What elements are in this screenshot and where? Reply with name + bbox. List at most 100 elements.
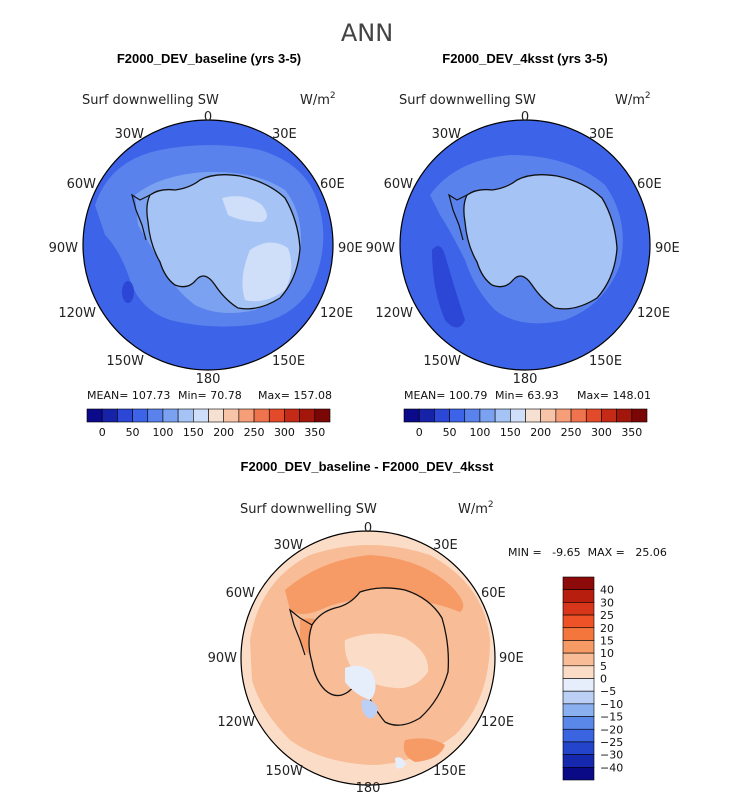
colorbar-swatch	[562, 678, 595, 692]
colorbar-swatch	[223, 408, 240, 423]
colorbar-tick-label: 300	[591, 426, 612, 439]
panel-title: F2000_DEV_baseline - F2000_DEV_4ksst	[241, 459, 495, 474]
stat-mean: MEAN= 100.79	[404, 389, 487, 402]
panel-difference: F2000_DEV_baseline - F2000_DEV_4ksst Sur…	[208, 459, 667, 796]
peninsula	[288, 608, 313, 656]
panel-4ksst: F2000_DEV_4ksst (yrs 3-5) Surf downwelli…	[366, 51, 680, 439]
ocean-patch	[122, 281, 134, 303]
map-field	[400, 120, 650, 370]
units-exponent: 2	[645, 91, 651, 101]
colorbar-swatch	[616, 408, 633, 423]
lon-label: 30W	[115, 127, 145, 142]
units-label: W/m2	[300, 91, 336, 108]
panel-title: F2000_DEV_4ksst (yrs 3-5)	[442, 51, 608, 66]
lon-label: 30W	[274, 538, 304, 553]
colorbar-tick-label: 25	[600, 609, 614, 622]
units-exponent: 2	[330, 91, 336, 101]
lon-label: 90W	[49, 241, 79, 256]
colorbar-swatch	[208, 408, 224, 423]
colorbar-tick-label: −30	[600, 749, 623, 762]
lon-label: 90W	[366, 241, 396, 256]
lon-label: 30W	[432, 127, 462, 142]
negative-anomaly	[361, 699, 378, 719]
colorbar-swatch	[238, 408, 255, 423]
colorbar-tick-label: 40	[600, 584, 614, 597]
colorbar-swatch	[117, 408, 133, 423]
colorbar-swatch	[434, 408, 450, 423]
negative-anomaly	[345, 665, 376, 700]
colorbar: 0 50 100 150 200 250 300 350	[86, 408, 331, 439]
lon-label: 180	[196, 372, 221, 387]
peninsula	[448, 193, 468, 241]
colorbar-swatch	[464, 408, 481, 423]
colorbar-swatch	[253, 408, 270, 423]
variable-label: Surf downwelling SW	[82, 93, 219, 108]
colorbar-tick-label: 100	[469, 426, 490, 439]
colorbar: 0 50 100 150 200 250 300 350	[403, 408, 648, 439]
colorbar-tick-label: −10	[600, 698, 623, 711]
colorbar-tick-label: 150	[500, 426, 521, 439]
lon-label: 60E	[637, 177, 662, 192]
colorbar-tick-label: 0	[416, 426, 423, 439]
colorbar-swatch	[562, 602, 595, 616]
colorbar-tick-label: 10	[600, 647, 614, 660]
units-label: W/m2	[458, 500, 494, 517]
lon-label: 120W	[375, 306, 413, 321]
units-label: W/m2	[615, 91, 651, 108]
lon-label: 90W	[208, 651, 238, 666]
lon-label: 30E	[433, 538, 458, 553]
colorbar-swatch	[562, 665, 595, 679]
colorbar-swatch	[562, 640, 595, 654]
colorbar-swatch	[449, 408, 466, 423]
colorbar-tick-label: 50	[443, 426, 457, 439]
variable-label: Surf downwelling SW	[240, 502, 377, 517]
lon-label: 30E	[589, 127, 614, 142]
colorbar-swatch	[479, 408, 496, 423]
colorbar-tick-label: −25	[600, 736, 623, 749]
map-boundary	[82, 119, 334, 371]
colorbar-tick-label: 5	[600, 660, 607, 673]
colorbar-swatch	[570, 408, 587, 423]
colorbar-swatch	[562, 716, 595, 730]
colorbar-swatch	[562, 614, 595, 629]
colorbar-tick-label: 200	[530, 426, 551, 439]
colorbar-tick-label: 200	[213, 426, 234, 439]
colorbar-swatch	[562, 767, 595, 781]
lon-label: 120E	[481, 715, 514, 730]
colorbar-swatch	[299, 408, 316, 423]
colorbar-tick-label: 250	[244, 426, 265, 439]
lon-label: 60W	[384, 177, 414, 192]
colorbar-tick-label: 150	[183, 426, 204, 439]
colorbar-tick-label: −40	[600, 761, 623, 774]
lon-label: 120E	[637, 306, 670, 321]
colorbar-swatch	[601, 408, 617, 423]
stat-min: Min= 63.93	[495, 389, 559, 402]
colorbar-tick-label: 30	[600, 596, 614, 609]
units-text: W/m	[300, 93, 330, 108]
colorbar-swatch	[555, 408, 572, 423]
colorbar-tick-label: 350	[621, 426, 642, 439]
colorbar-swatch	[268, 408, 285, 423]
lon-label: 180	[356, 781, 381, 796]
units-text: W/m	[458, 502, 488, 517]
lon-label: 30E	[272, 127, 297, 142]
lon-label: 150E	[589, 354, 622, 369]
negative-anomaly	[395, 757, 406, 769]
colorbar-swatch	[585, 408, 602, 423]
colorbar-swatch	[132, 408, 149, 423]
contour-band-10to15	[403, 738, 445, 762]
ocean-patch-dark	[432, 246, 465, 328]
stat-mean: MEAN= 107.73	[87, 389, 170, 402]
lon-label: 150W	[265, 764, 303, 779]
lon-label: 150W	[106, 354, 144, 369]
stat-max: Max= 157.08	[258, 389, 332, 402]
colorbar-swatch	[562, 652, 595, 667]
lon-label: 60W	[67, 177, 97, 192]
lon-label: 0	[364, 521, 372, 536]
colorbar-swatch	[562, 690, 595, 705]
units-text: W/m	[615, 93, 645, 108]
colorbar-swatch	[193, 408, 209, 423]
colorbar-swatch	[540, 408, 557, 423]
